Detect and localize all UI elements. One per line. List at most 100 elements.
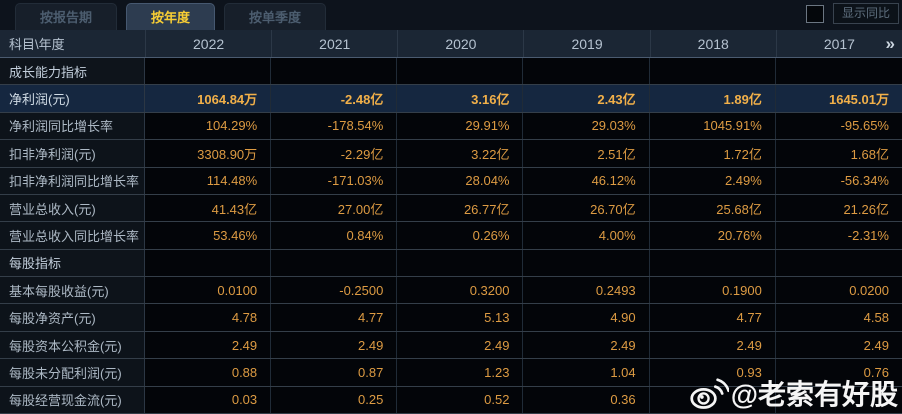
value-cell: -171.03% [271, 167, 398, 194]
value-cell: 3.22亿 [397, 140, 524, 167]
value-cell: 28.04% [397, 167, 524, 194]
year-header-2018: 2018 [649, 30, 776, 57]
table-row: 每股未分配利润(元) 0.88 0.87 1.23 1.04 0.93 0.76 [0, 359, 902, 387]
value-cell: 2.49 [145, 331, 272, 359]
value-cell: 5.13 [397, 304, 524, 331]
value-cell: 114.48% [145, 167, 272, 194]
tab-annual[interactable]: 按年度 [126, 3, 216, 30]
value-cell [271, 249, 398, 277]
value-cell: 2.49% [649, 167, 776, 194]
value-cell: 3308.90万 [145, 140, 272, 167]
value-cell: 0.2493 [523, 277, 650, 304]
value-cell: 2.49 [397, 331, 524, 359]
value-cell: 2.51亿 [523, 140, 650, 167]
value-cell: 1.23 [397, 359, 524, 386]
tab-single-quarter[interactable]: 按单季度 [224, 3, 327, 30]
value-cell [775, 249, 902, 277]
show-yoy-label[interactable]: 显示同比 [832, 3, 899, 24]
value-cell: 4.58 [775, 304, 902, 331]
row-label: 每股资本公积金(元) [0, 331, 145, 359]
value-cell: -178.54% [271, 112, 398, 140]
value-cell: 2.49 [649, 331, 776, 359]
table-row: 扣非净利润同比增长率 114.48% -171.03% 28.04% 46.12% 2.4… [0, 167, 902, 195]
value-cell: 2.49 [775, 331, 902, 359]
value-cell: 1645.01万 [775, 85, 902, 112]
value-cell: 25.68亿 [649, 194, 776, 222]
value-cell: 4.78 [145, 304, 272, 331]
value-cell: 4.77 [649, 304, 776, 331]
value-cell: 26.70亿 [523, 194, 650, 222]
section-row: 每股指标 [0, 249, 902, 278]
show-yoy-checkbox[interactable] [805, 4, 824, 23]
value-cell: 29.03% [523, 112, 650, 140]
value-cell [523, 249, 650, 277]
row-label: 每股指标 [0, 249, 145, 277]
year-header-2022: 2022 [145, 30, 271, 57]
value-cell: 104.29% [145, 112, 272, 140]
value-cell: -2.31% [775, 222, 902, 249]
yoy-controls: 显示同比 [805, 3, 899, 24]
value-cell [145, 58, 272, 85]
table-row: 基本每股收益(元) 0.0100 -0.2500 0.3200 0.2493 0.1900… [0, 277, 902, 305]
value-cell: 1045.91% [649, 112, 776, 140]
value-cell: -2.48亿 [271, 85, 398, 112]
value-cell: 0.0100 [145, 277, 272, 304]
row-label: 每股未分配利润(元) [0, 359, 145, 386]
value-cell: 1.68亿 [775, 140, 902, 167]
value-cell: 0.1900 [649, 277, 776, 304]
value-cell: 3.16亿 [397, 85, 524, 112]
table-row: 净利润(元) 1064.84万 -2.48亿 3.16亿 2.43亿 1.89亿 1645.… [0, 85, 902, 113]
row-label: 基本每股收益(元) [0, 277, 145, 304]
value-cell: 41.43亿 [145, 194, 272, 222]
value-cell: 0.25 [271, 386, 398, 413]
more-columns-icon[interactable]: » [885, 34, 895, 53]
value-cell: 29.91% [397, 112, 524, 140]
value-cell [271, 58, 398, 85]
corner-header-cell: 科目\年度 [9, 37, 65, 52]
value-cell: 2.43亿 [523, 85, 650, 112]
section-row: 成长能力指标 [0, 58, 902, 86]
value-cell: 1.89亿 [649, 85, 776, 112]
row-label: 每股经营现金流(元) [0, 386, 145, 413]
year-header-2019: 2019 [523, 30, 649, 57]
value-cell: 4.00% [523, 222, 650, 249]
row-label: 扣非净利润(元) [0, 140, 145, 167]
value-cell: 0.93 [649, 359, 776, 386]
value-cell: 1.72亿 [649, 140, 776, 167]
value-cell: 0.03 [145, 386, 272, 413]
value-cell [649, 249, 776, 277]
row-label: 营业总收入(元) [0, 194, 145, 222]
row-label: 净利润(元) [0, 85, 145, 112]
value-cell: 4.90 [523, 304, 650, 331]
value-cell [523, 58, 650, 85]
year-header-2017: 2017 [775, 30, 902, 57]
value-cell: 4.77 [271, 304, 398, 331]
value-cell: 0.52 [397, 386, 524, 413]
value-cell: 2.49 [523, 331, 650, 359]
value-cell: 0.26% [397, 222, 524, 249]
value-cell: 2.49 [271, 331, 398, 359]
value-cell: 0.0200 [775, 277, 902, 304]
row-label: 扣非净利润同比增长率 [0, 167, 145, 194]
value-cell: 27.00亿 [271, 194, 398, 222]
value-cell [649, 386, 776, 413]
value-cell [145, 249, 272, 277]
table-header: 科目\年度 » 2022 2021 2020 2019 2018 2017 [0, 30, 902, 58]
value-cell: 21.26亿 [775, 194, 902, 222]
tab-report-period[interactable]: 按报告期 [15, 3, 118, 30]
row-label: 营业总收入同比增长率 [0, 222, 145, 249]
year-header-2021: 2021 [271, 30, 397, 57]
table-row: 营业总收入同比增长率 53.46% 0.84% 0.26% 4.00% 20.76% -2.… [0, 222, 902, 250]
value-cell [397, 58, 524, 85]
table-body: 成长能力指标 净利润(元) 1064.84万 -2.48亿 3.16亿 2.43亿 1.89… [0, 58, 902, 414]
value-cell: 26.77亿 [397, 194, 524, 222]
table-row: 每股资本公积金(元) 2.49 2.49 2.49 2.49 2.49 2.49 [0, 331, 902, 360]
table-row: 每股经营现金流(元) 0.03 0.25 0.52 0.36 [0, 386, 902, 414]
value-cell [775, 58, 902, 85]
value-cell: 0.36 [523, 386, 650, 413]
value-cell [397, 249, 524, 277]
value-cell [775, 386, 902, 413]
value-cell: 20.76% [649, 222, 776, 249]
row-label: 净利润同比增长率 [0, 112, 145, 140]
